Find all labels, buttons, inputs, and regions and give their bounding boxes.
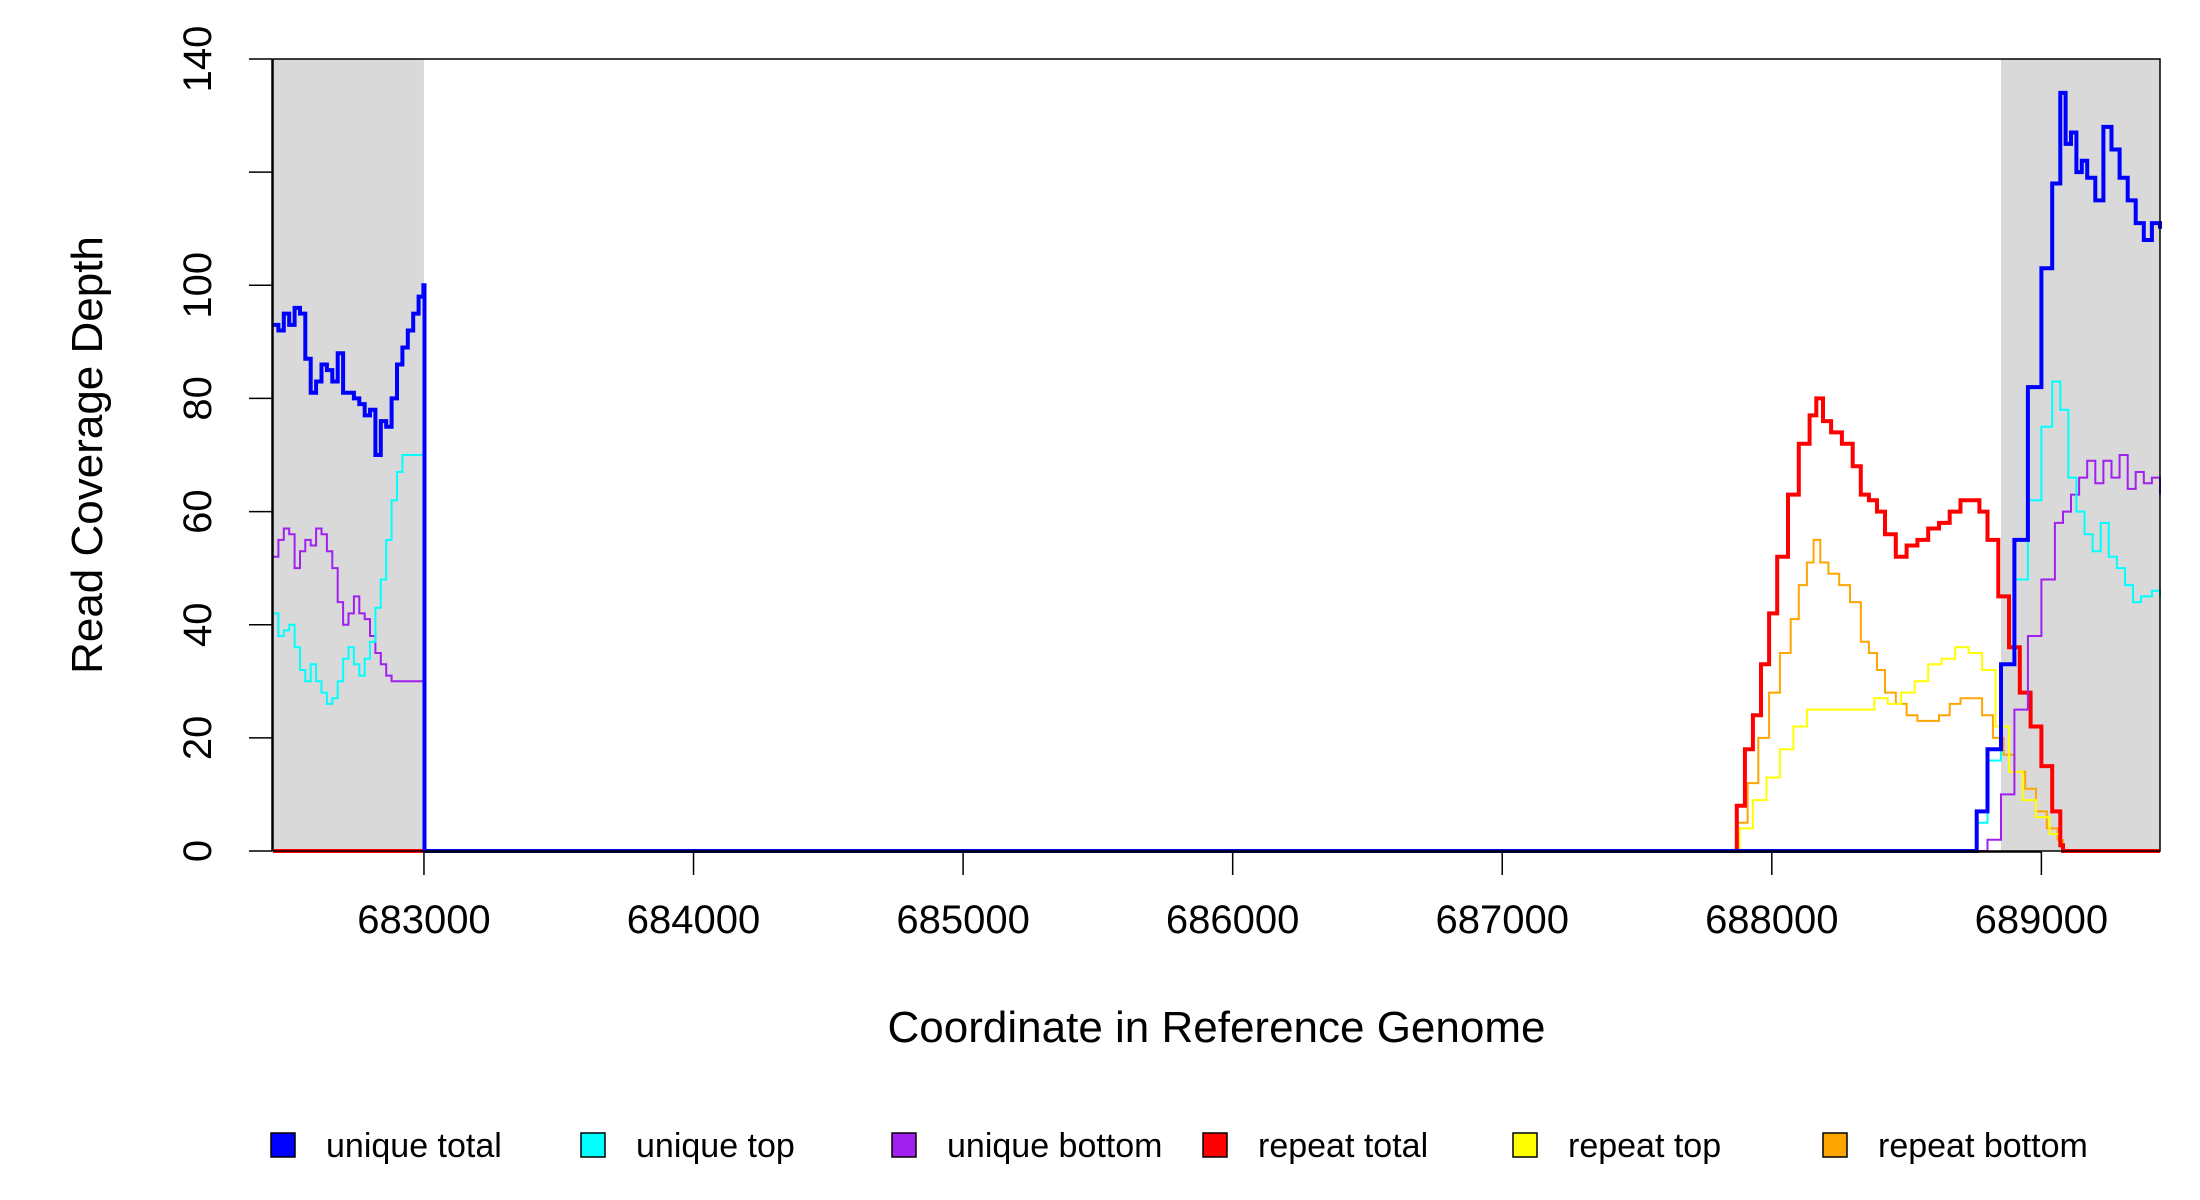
legend-swatch — [1512, 1132, 1538, 1158]
y-tick-label: 100 — [176, 252, 220, 319]
plot-frame — [272, 58, 2161, 852]
series-line-unique-total — [273, 90, 2162, 853]
legend-swatch — [1202, 1132, 1228, 1158]
x-axis-title: Coordinate in Reference Genome — [888, 1003, 1546, 1052]
x-tick-label: 689000 — [1975, 898, 2108, 942]
x-tick-label: 687000 — [1436, 898, 1569, 942]
series-line-repeat-total — [273, 396, 2160, 853]
legend-label: unique top — [636, 1127, 795, 1165]
legend-swatch — [891, 1132, 917, 1158]
legend-label: unique bottom — [947, 1127, 1163, 1165]
series-line-unique-bottom — [273, 454, 2161, 852]
x-tick-label: 686000 — [1166, 898, 1299, 942]
legend-swatch — [580, 1132, 606, 1158]
x-tick-label: 685000 — [896, 898, 1029, 942]
y-tick-label: 40 — [176, 602, 220, 647]
y-axis-title: Read Coverage Depth — [63, 236, 112, 674]
y-tick-label: 0 — [176, 840, 220, 862]
legend-label: repeat bottom — [1878, 1127, 2088, 1165]
axes: 683000 684000 685000 686000 687000 688000 6890… — [176, 26, 2108, 942]
shaded-region-0 — [273, 59, 424, 851]
x-tick-label: 683000 — [357, 898, 490, 942]
y-tick-label: 20 — [176, 716, 220, 761]
series-line-repeat-bottom — [273, 538, 2160, 852]
series-line-repeat-top — [273, 646, 2160, 852]
y-tick-label: 80 — [176, 376, 220, 421]
legend: unique total unique top unique bottom repea… — [270, 1127, 2088, 1165]
y-tick-label: 60 — [176, 489, 220, 533]
shaded-regions — [273, 59, 2160, 851]
x-tick-label: 684000 — [627, 898, 760, 942]
shaded-region-1 — [2000, 59, 2160, 851]
legend-label: unique total — [326, 1127, 502, 1165]
y-tick-label: 140 — [176, 26, 220, 93]
series-line-unique-top — [273, 380, 2161, 852]
legend-swatch — [1822, 1132, 1848, 1158]
legend-swatch — [270, 1132, 296, 1158]
legend-label: repeat top — [1568, 1127, 1721, 1165]
series-lines — [273, 90, 2162, 853]
x-tick-label: 688000 — [1705, 898, 1838, 942]
legend-label: repeat total — [1258, 1127, 1428, 1165]
